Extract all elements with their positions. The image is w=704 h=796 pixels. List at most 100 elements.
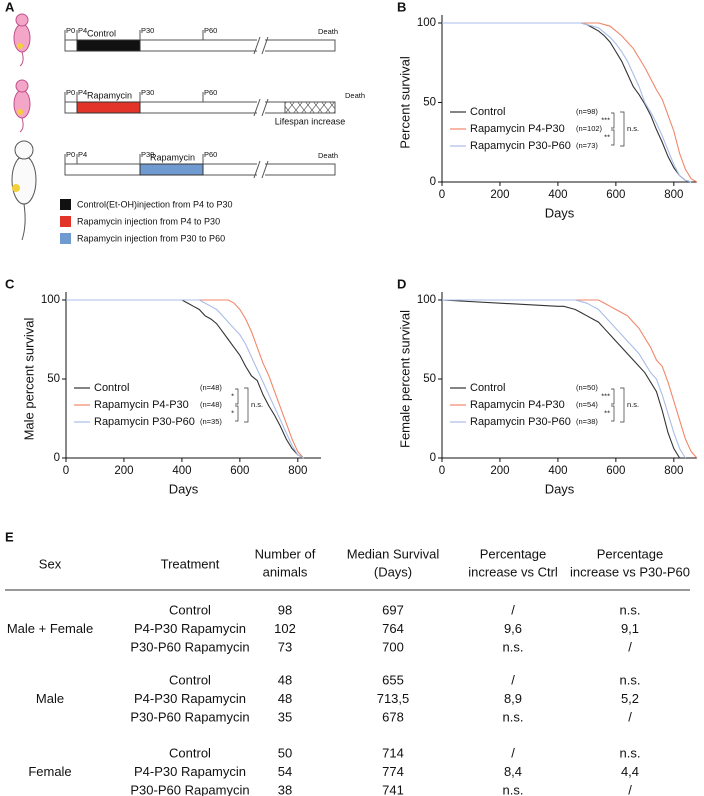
age-label: P4 bbox=[78, 88, 87, 97]
age-label: P0 bbox=[66, 88, 75, 97]
table-cell: / bbox=[511, 745, 515, 760]
x-tick-label: 800 bbox=[664, 189, 683, 201]
x-tick-label: 0 bbox=[439, 465, 445, 477]
legend-text: Rapamycin P30-P60 bbox=[94, 416, 195, 428]
y-axis-label: Male percent survival bbox=[21, 317, 36, 440]
age-label: P30 bbox=[141, 88, 154, 97]
table-cell: 9,1 bbox=[621, 621, 639, 636]
legend-text: Rapamycin P4-P30 bbox=[94, 399, 189, 411]
age-label: P4 bbox=[78, 26, 87, 35]
y-tick-label: 50 bbox=[423, 373, 436, 385]
x-tick-label: 600 bbox=[606, 189, 625, 201]
table-cell: 741 bbox=[382, 782, 404, 796]
lifespan-note: Lifespan increase bbox=[275, 116, 346, 126]
age-label: P30 bbox=[141, 26, 154, 35]
significance-bracket bbox=[611, 129, 615, 146]
sample-size: (n=54) bbox=[576, 400, 598, 409]
significance-label: ** bbox=[604, 132, 610, 141]
table-cell: 102 bbox=[274, 621, 296, 636]
treatment-segment bbox=[76, 39, 141, 52]
sample-size: (n=98) bbox=[576, 107, 598, 116]
sex-label: Female bbox=[28, 764, 71, 779]
legend-swatch bbox=[60, 199, 71, 210]
significance-bracket bbox=[611, 388, 615, 405]
break-gap bbox=[257, 38, 265, 53]
table-cell: / bbox=[628, 639, 632, 654]
break-gap bbox=[257, 100, 265, 115]
column-header: Median Survival bbox=[347, 546, 440, 561]
sex-label: Male + Female bbox=[7, 621, 93, 636]
table-cell: 8,9 bbox=[504, 691, 522, 706]
survival-curve bbox=[442, 299, 698, 459]
sample-size: (n=48) bbox=[200, 400, 222, 409]
age-label: P60 bbox=[204, 150, 217, 159]
x-tick-label: 0 bbox=[439, 189, 445, 201]
y-tick-label: 100 bbox=[417, 294, 436, 306]
x-tick-label: 200 bbox=[114, 465, 133, 477]
table-cell: 678 bbox=[382, 709, 404, 724]
x-tick-label: 600 bbox=[230, 465, 249, 477]
table-cell: 8,4 bbox=[504, 764, 522, 779]
x-axis-label: Days bbox=[545, 481, 575, 496]
significance-bracket bbox=[235, 388, 239, 405]
legend-text: Rapamycin P4-P30 bbox=[470, 123, 565, 135]
survival-curve bbox=[66, 299, 304, 459]
column-header: Percentage bbox=[480, 546, 547, 561]
table-cell: 54 bbox=[278, 764, 292, 779]
table-cell: 4,4 bbox=[621, 764, 639, 779]
significance-label: * bbox=[231, 408, 234, 417]
table-cell: 774 bbox=[382, 764, 404, 779]
table-cell: 764 bbox=[382, 621, 404, 636]
significance-bracket bbox=[620, 387, 625, 423]
x-tick-label: 800 bbox=[664, 465, 683, 477]
table-cell: 50 bbox=[278, 745, 292, 760]
table-cell: n.s. bbox=[503, 709, 524, 724]
column-header: Percentage bbox=[597, 546, 664, 561]
panel-label: B bbox=[397, 0, 406, 14]
age-label: P30 bbox=[141, 150, 154, 159]
significance-bracket bbox=[611, 112, 615, 129]
sample-size: (n=35) bbox=[200, 417, 222, 426]
adult-mouse-icon bbox=[11, 140, 37, 241]
column-header: animals bbox=[263, 564, 308, 579]
column-header: increase vs Ctrl bbox=[468, 564, 558, 579]
table-cell: 48 bbox=[278, 691, 292, 706]
table-cell: P4-P30 Rapamycin bbox=[134, 621, 246, 636]
age-label: P60 bbox=[204, 26, 217, 35]
pup-icon bbox=[13, 79, 31, 133]
y-tick-label: 0 bbox=[54, 452, 60, 464]
sample-size: (n=50) bbox=[576, 383, 598, 392]
break-mark bbox=[253, 98, 269, 117]
significance-bracket bbox=[611, 405, 615, 422]
death-label: Death bbox=[345, 91, 365, 100]
significance-label: n.s. bbox=[251, 400, 263, 409]
x-axis-label: Days bbox=[169, 481, 199, 496]
age-label: P60 bbox=[204, 88, 217, 97]
table-cell: / bbox=[511, 602, 515, 617]
column-header: (Days) bbox=[374, 564, 412, 579]
legend-text: Rapamycin P30-P60 bbox=[470, 416, 571, 428]
segment-label: Rapamycin bbox=[150, 152, 195, 162]
table-cell: n.s. bbox=[620, 745, 641, 760]
x-axis-label: Days bbox=[545, 205, 575, 220]
legend-text: Rapamycin injection from P4 to P30 bbox=[77, 216, 220, 226]
legend-text: Control bbox=[470, 382, 505, 394]
legend-swatch bbox=[60, 216, 71, 227]
y-tick-label: 0 bbox=[430, 176, 436, 188]
survival-curve bbox=[441, 299, 681, 459]
y-tick-label: 100 bbox=[417, 17, 436, 29]
significance-label: *** bbox=[601, 115, 610, 124]
significance-label: n.s. bbox=[627, 400, 639, 409]
pup-icon bbox=[13, 13, 31, 67]
column-header: Treatment bbox=[161, 556, 220, 571]
table-cell: 35 bbox=[278, 709, 292, 724]
y-tick-label: 100 bbox=[41, 294, 60, 306]
treatment-segment bbox=[76, 101, 141, 114]
segment-label: Rapamycin bbox=[87, 90, 132, 100]
break-mark bbox=[253, 36, 269, 55]
age-label: P4 bbox=[78, 150, 87, 159]
panel-label: E bbox=[5, 529, 14, 544]
x-tick-label: 800 bbox=[288, 465, 307, 477]
table-cell: P30-P60 Rapamycin bbox=[130, 639, 249, 654]
break-mark bbox=[253, 160, 269, 179]
